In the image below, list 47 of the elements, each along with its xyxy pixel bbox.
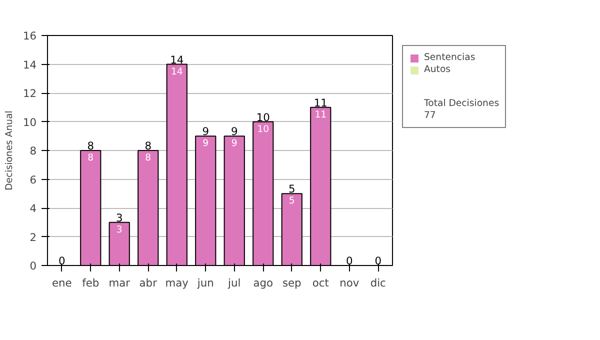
text: 77 xyxy=(424,110,437,121)
data-label: 9 xyxy=(231,138,238,150)
y-tick-label: 4 xyxy=(30,202,37,215)
total-label: 3 xyxy=(116,211,123,224)
data-label: 3 xyxy=(116,224,122,236)
y-tick-label: 16 xyxy=(22,30,37,42)
x-tick-label: sep xyxy=(282,276,302,290)
legend-label: Sentencias xyxy=(424,52,476,63)
data-label: 11 xyxy=(314,109,327,120)
y-tick-label: 14 xyxy=(22,58,37,72)
x-tick-label: abr xyxy=(139,276,158,290)
total-label: 14 xyxy=(170,53,184,66)
text: Total Decisiones xyxy=(424,98,500,109)
data-label: 5 xyxy=(288,196,295,207)
y-tick-label: 2 xyxy=(30,230,36,244)
x-tick-label: nov xyxy=(340,276,360,290)
y-tick-label: 12 xyxy=(22,87,37,100)
total-label: 8 xyxy=(87,140,94,152)
x-tick-label: dic xyxy=(370,276,386,290)
y-tick-label: 0 xyxy=(30,260,37,272)
x-tick-label: jun xyxy=(196,276,214,290)
x-tick-label: oct xyxy=(312,276,329,290)
x-tick-label: may xyxy=(165,276,188,290)
legend-label: Autos xyxy=(424,64,451,75)
x-tick-label: ago xyxy=(253,276,274,290)
total-label: 0 xyxy=(346,254,353,268)
data-label: 10 xyxy=(257,124,270,135)
data-label: 14 xyxy=(170,66,183,78)
data-label: 8 xyxy=(145,152,152,164)
total-label: 9 xyxy=(230,125,238,138)
y-axis-title: Decisiones Anual xyxy=(4,110,15,190)
x-tick-label: jul xyxy=(227,276,241,290)
data-label: 8 xyxy=(88,152,94,164)
data-label: 9 xyxy=(202,138,209,150)
total-label: 10 xyxy=(256,110,270,124)
total-label: 11 xyxy=(314,96,328,110)
y-tick-label: 6 xyxy=(30,173,37,186)
total-label: 8 xyxy=(144,140,152,152)
x-tick-label: mar xyxy=(108,276,131,290)
x-tick-label: feb xyxy=(82,276,100,290)
total-label: 9 xyxy=(202,125,210,138)
x-tick-label: ene xyxy=(52,276,72,290)
total-label: 0 xyxy=(374,254,382,268)
total-label: 0 xyxy=(58,254,66,268)
total-label: 5 xyxy=(288,182,296,196)
y-tick-label: 8 xyxy=(30,144,37,158)
y-tick-label: 10 xyxy=(22,116,37,129)
